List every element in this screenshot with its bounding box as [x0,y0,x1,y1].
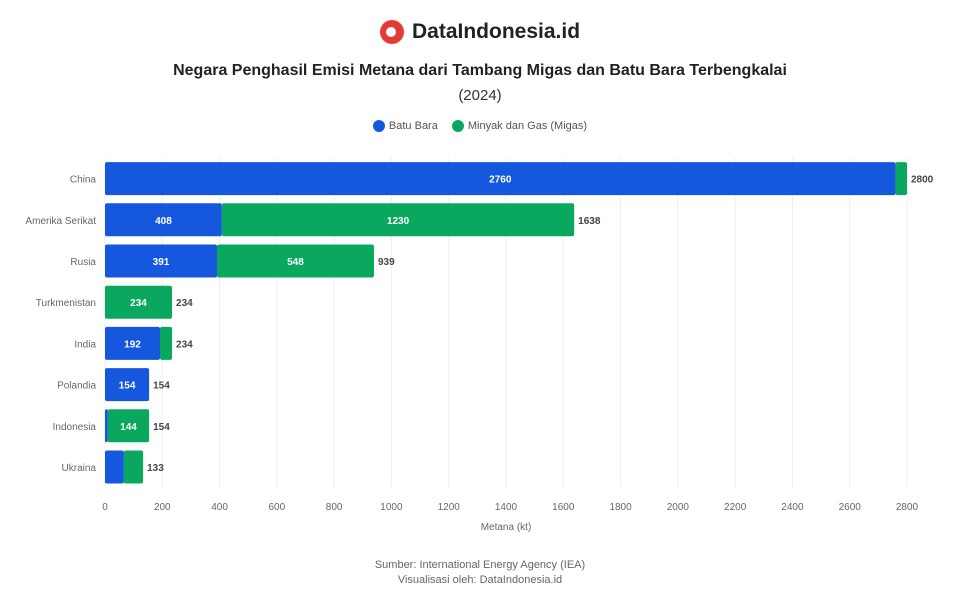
x-axis-title: Metana (kt) [481,522,532,533]
category-label: Turkmenistan [36,298,96,309]
x-tick-label: 600 [269,502,286,513]
source-note: Sumber: International Energy Agency (IEA… [0,558,960,588]
bar-segment [105,450,124,484]
bar-segment [123,450,144,484]
credit-line: Visualisasi oleh: DataIndonesia.id [397,574,563,586]
legend-item-oil-gas[interactable]: Minyak dan Gas (Migas) [451,120,588,132]
brand-name: DataIndonesia.id [411,20,581,43]
x-tick-label: 2600 [839,502,862,513]
bar-value-label: 154 [119,381,136,392]
bar-value-label: 1230 [387,216,410,227]
category-label: India [74,339,96,350]
brand-logo-icon [379,20,404,44]
category-label: Rusia [70,257,96,268]
bar-value-label: 192 [124,339,141,350]
x-tick-label: 400 [211,502,228,513]
bar-segment [105,409,108,443]
category-label: Amerika Serikat [25,216,96,227]
bar-total-label: 1638 [578,216,601,227]
bar-segment [216,244,374,278]
bar-segment [105,244,217,278]
bar-value-label: 391 [153,257,170,268]
legend-label: Minyak dan Gas (Migas) [467,120,588,132]
legend-swatch [372,120,385,132]
bar-segment [107,409,150,443]
x-tick-label: 0 [102,502,108,513]
x-tick-label: 1800 [609,502,632,513]
bar-value-label: 548 [287,257,304,268]
x-tick-label: 2000 [667,502,690,513]
bar-total-label: 234 [176,339,193,350]
bar-segment [221,203,575,237]
x-tick-label: 1600 [552,502,575,513]
x-tick-label: 2400 [781,502,804,513]
legend-item-coal[interactable]: Batu Bara [372,120,438,132]
bar-segment [105,203,222,237]
bar-total-label: 133 [147,463,164,474]
x-tick-label: 2200 [724,502,747,513]
chart-subtitle: (2024) [458,87,502,104]
x-tick-label: 1200 [438,502,461,513]
bar-segment [105,368,150,402]
bar-segment [159,326,173,360]
category-label: China [70,175,97,186]
category-label: Polandia [57,381,96,392]
bar-segment [895,162,907,196]
x-tick-label: 200 [154,502,171,513]
bar-total-label: 2800 [911,175,934,186]
bar-value-label: 144 [120,422,137,433]
legend-swatch [451,120,464,132]
x-tick-label: 800 [326,502,343,513]
chart-title: Negara Penghasil Emisi Metana dari Tamba… [173,62,787,79]
brand-header: DataIndonesia.id [0,20,960,44]
bar-total-label: 939 [378,257,395,268]
legend-label: Batu Bara [388,120,438,132]
bar-value-label: 2760 [489,175,512,186]
category-label: Ukraina [62,463,97,474]
bar-segment [105,326,160,360]
legend: Batu Bara Minyak dan Gas (Migas) [0,120,960,132]
bar-segment [105,162,896,196]
bar-value-label: 408 [155,216,172,227]
source-line: Sumber: International Energy Agency (IEA… [374,559,586,571]
bar-segment [105,285,173,319]
x-tick-label: 1400 [495,502,518,513]
x-tick-label: 2800 [896,502,919,513]
bar-total-label: 154 [153,381,170,392]
category-label: Indonesia [53,422,97,433]
bar-total-label: 154 [153,422,170,433]
bar-total-label: 234 [176,298,193,309]
bar-value-label: 234 [130,298,147,309]
x-tick-label: 1000 [380,502,403,513]
